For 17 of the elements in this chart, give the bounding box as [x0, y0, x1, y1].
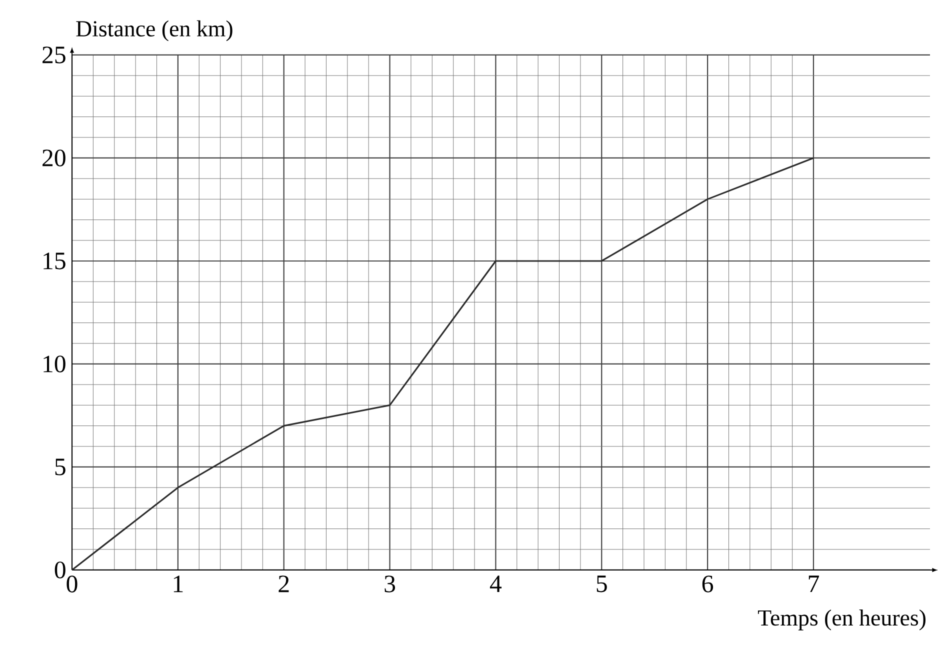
y-tick-label: 25 [42, 46, 66, 64]
x-tick-label: 1 [174, 576, 183, 592]
x-tick-label: 3 [384, 576, 396, 592]
x-axis-title: Temps (en heures) [758, 610, 926, 630]
x-tick-label: 0 [66, 576, 78, 592]
y-tick-label: 10 [44, 356, 66, 372]
x-tick-label: 5 [596, 576, 607, 592]
y-tick-label: 5 [55, 458, 66, 476]
x-tick-label: 7 [808, 576, 819, 592]
line-series [71, 157, 814, 571]
y-tick-label: 20 [42, 150, 66, 166]
x-tick-label: 2 [278, 576, 289, 592]
x-tick-label: 6 [702, 576, 714, 592]
y-tick-label: 15 [44, 252, 66, 270]
x-tick-label: 4 [490, 576, 502, 592]
y-axis-title: Distance (en km) [76, 20, 232, 42]
y-tick-label: 0 [54, 562, 66, 578]
